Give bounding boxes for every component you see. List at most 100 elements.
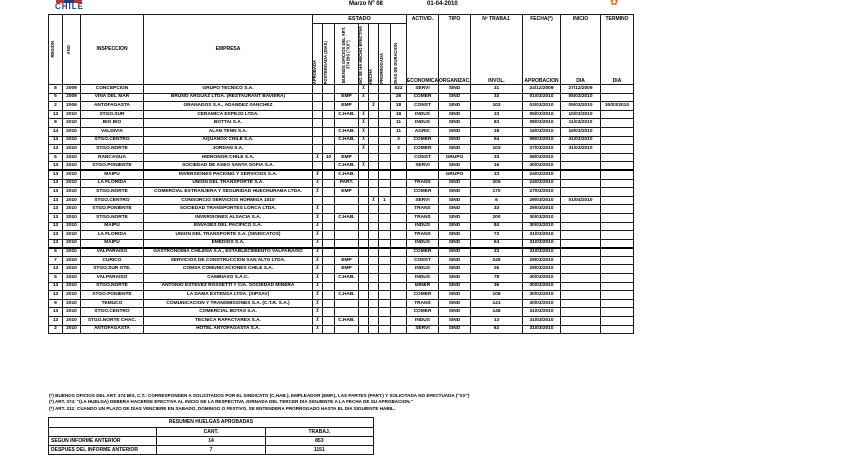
cell-termino — [600, 307, 634, 318]
cell-empresa: GRUPO TECNICO S.A. — [143, 84, 313, 94]
cell-actividad: TRANS — [406, 212, 439, 223]
cell-region: 13 — [48, 264, 63, 275]
cell-trab: 103 — [470, 101, 523, 111]
cell-e6 — [378, 264, 391, 275]
cell-termino — [600, 273, 634, 283]
cell-termino — [600, 135, 634, 146]
cell-ano: 2009 — [62, 92, 81, 103]
cell-inicio — [560, 247, 601, 257]
cell-empresa: INVERSIONES ALSACIA S.A. — [143, 212, 313, 223]
cell-actividad: SERVI — [406, 324, 439, 335]
cell-actividad: CONST — [406, 101, 439, 111]
cell-e7 — [390, 187, 407, 197]
table-row: 5 2010 VALPARAISO GASTRONOMIA CHILENA S.A.,… — [48, 247, 634, 257]
cell-ano: 2009 — [62, 84, 81, 94]
cell-inicio: 19/03/2010 — [560, 126, 601, 137]
cell-e5 — [368, 161, 379, 172]
cell-fecha: 03/03/2010 — [522, 101, 561, 111]
table-row: 5 2009 VIÑA DEL MAR BRUNO ARGUAZ LTDA. (RES… — [48, 92, 634, 103]
summary-col-trabaj: TRABAJ. — [264, 427, 375, 437]
cell-e2 — [322, 212, 335, 223]
cell-e3: C.HAB. — [334, 135, 359, 146]
cell-e4 — [358, 307, 369, 318]
cell-e7 — [390, 161, 407, 172]
cell-inspeccion: STGO.CENTRO — [80, 195, 144, 206]
cell-trab: 84 — [470, 221, 523, 232]
cell-e5 — [368, 290, 379, 300]
table-row: 14 2010 VALDIVIA ALAN TENN S.A. C.HAB. X 11 AGR… — [48, 126, 634, 137]
cell-actividad: AGRIC — [406, 126, 439, 137]
cell-tipo: SIND — [438, 281, 471, 292]
cell-e1 — [312, 195, 323, 206]
cell-trab: 62 — [470, 324, 523, 335]
cell-e5 — [368, 178, 379, 189]
cell-e2 — [322, 255, 335, 266]
cell-fecha: 30/03/2010 — [522, 221, 561, 232]
cell-termino — [600, 238, 634, 249]
table-row: 13 2010 STGO.NORTE ANTONIO ESTEVEZ ROSSETTI… — [48, 281, 634, 292]
cell-trab: 26 — [470, 264, 523, 275]
cell-e3 — [334, 195, 359, 206]
cell-trab: 33 — [470, 169, 523, 180]
cell-label: DESPUES DEL INFORME ANTERIOR — [47, 445, 158, 455]
footnote-line: (*) ART. 312: CUANDO UN PLAZO DE DIAS VE… — [49, 405, 396, 411]
cell-region: 5 — [48, 273, 63, 283]
cell-actividad — [406, 169, 439, 180]
table-row: 13 2010 STGO.NORTE INVERSIONES ALSACIA S.A.… — [48, 212, 634, 223]
cell-e1: X — [312, 307, 323, 318]
cell-e3 — [334, 204, 359, 214]
cell-empresa: CONSORCIO SERVICIOS HORMIGA 1010 — [143, 195, 313, 206]
table-row: 13 2010 STGO.CENTRO AQUANOX CHILE S.A. C.HAB… — [48, 135, 634, 146]
cell-actividad: SERVI — [406, 161, 439, 172]
cell-e4 — [358, 273, 369, 283]
cell-e1: X — [312, 264, 323, 275]
cell-inspeccion: STGO.CENTRO — [80, 135, 144, 146]
cell-inspeccion: VALPARAISO — [80, 273, 144, 283]
cell-inspeccion: RANCAGUA — [80, 152, 144, 163]
cell-trab: 6 — [470, 195, 523, 206]
cell-trab: 94 — [470, 135, 523, 146]
cell-ano: 2010 — [62, 135, 81, 146]
cell-region: 13 — [48, 290, 63, 300]
col-inspeccion: INSPECCION — [80, 14, 144, 85]
cell-empresa: COMSA COMUNICACIONES CHILE S.A. — [143, 264, 313, 275]
cell-e7 — [390, 152, 407, 163]
table-row: 5 2010 VALPARAISO CAMBIASO S.A.C. X C.HAB. IND… — [48, 273, 634, 283]
cell-e2 — [322, 101, 335, 111]
cell-tipo: SIND — [438, 144, 471, 154]
cell-e4 — [358, 204, 369, 214]
cell-e5 — [368, 264, 379, 275]
cell-e5 — [368, 152, 379, 163]
cell-fecha: 30/03/2010 — [522, 212, 561, 223]
cell-termino — [600, 230, 634, 240]
cell-ano: 2010 — [62, 144, 81, 154]
cell-empresa: CERAMICA ESPEJO LTDA. — [143, 109, 313, 120]
estado-subcol: PRORROGADA — [378, 23, 391, 85]
table-row: 13 2010 STGO.PONIENTE SOCIEDAD TRANSPORTES … — [48, 204, 634, 214]
cell-e6 — [378, 273, 391, 283]
cell-fecha: 08/03/2010 — [522, 135, 561, 146]
cell-e2 — [322, 264, 335, 275]
cell-inspeccion: CONCEPCION — [80, 84, 144, 94]
cell-e4 — [358, 247, 369, 257]
cell-tipo: SIND — [438, 109, 471, 120]
cell-tipo: SIND — [438, 247, 471, 257]
cell-e6 — [378, 84, 391, 94]
cell-e1 — [312, 161, 323, 172]
cell-actividad: INDUS — [406, 118, 439, 128]
cell-region: 13 — [48, 221, 63, 232]
cell-ano: 2010 — [62, 152, 81, 163]
cell-empresa: AQUANOX CHILE S.A. — [143, 135, 313, 146]
cell-e3 — [334, 238, 359, 249]
cell-e1: X — [312, 204, 323, 214]
cell-actividad: COMER — [406, 135, 439, 146]
cell-region: 13 — [48, 144, 63, 154]
cell-e1: X — [312, 230, 323, 240]
cell-e4 — [358, 264, 369, 275]
cell-ano: 2010 — [62, 187, 81, 197]
cell-fecha: 29/03/2010 — [522, 255, 561, 266]
cell-e2 — [322, 109, 335, 120]
cell-e2 — [322, 126, 335, 137]
cell-e1: X — [312, 316, 323, 326]
cell-e4 — [358, 290, 369, 300]
